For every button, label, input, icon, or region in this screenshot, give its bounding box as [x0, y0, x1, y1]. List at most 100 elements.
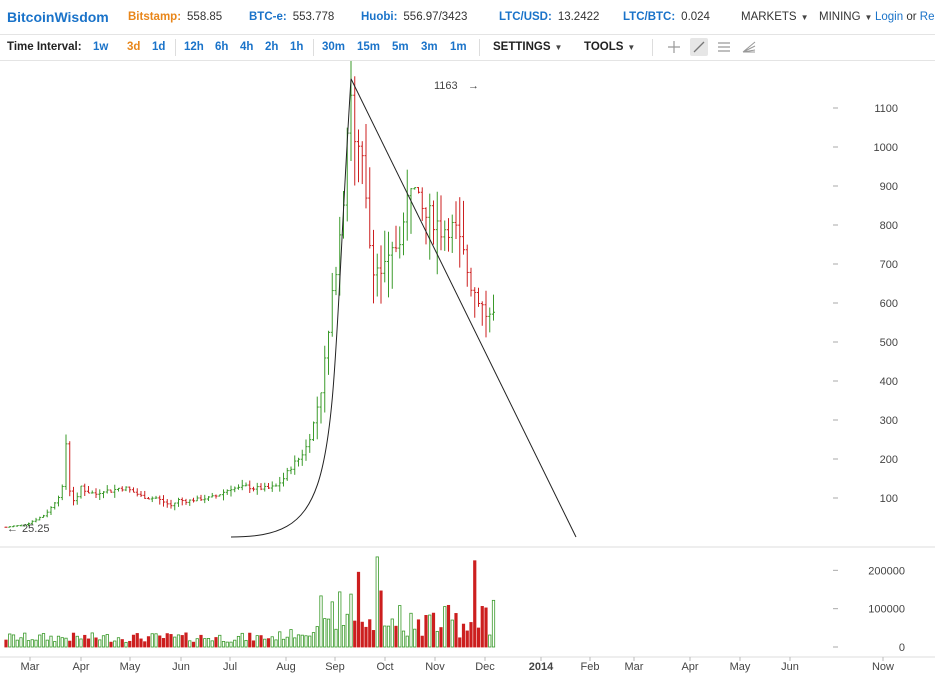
price-tick-label: 900 — [880, 181, 898, 193]
mining-menu[interactable]: MINING ▼ — [819, 11, 872, 23]
volume-bar — [191, 641, 196, 648]
volume-bar — [338, 591, 342, 648]
divider — [479, 39, 480, 56]
register-link[interactable]: Reg — [919, 11, 935, 23]
volume-bar — [210, 640, 214, 648]
volume-bar — [79, 638, 83, 648]
tools-label: TOOLS — [584, 41, 624, 53]
volume-bar — [409, 612, 413, 648]
interval-6h[interactable]: 6h — [215, 41, 229, 53]
volume-bar — [94, 637, 98, 648]
interval-15m[interactable]: 15m — [357, 41, 381, 53]
volume-bar — [443, 606, 447, 648]
time-tick-label: Jul — [223, 661, 237, 673]
tools-menu[interactable]: TOOLS ▼ — [584, 41, 635, 53]
interval-3d[interactable]: 3d — [127, 41, 141, 53]
crosshair-icon[interactable] — [665, 38, 683, 56]
ticker-btce[interactable]: BTC-e: 553.778 — [249, 11, 334, 23]
trendline-icon[interactable] — [690, 38, 708, 56]
ticker-value: 558.85 — [187, 11, 223, 23]
volume-bar — [161, 638, 166, 648]
fan-lines-icon[interactable] — [740, 38, 758, 56]
volume-bar — [113, 640, 117, 648]
volume-bar — [165, 633, 169, 648]
ticker-exchange: BTC-e: — [249, 11, 287, 23]
volume-bar — [4, 639, 8, 648]
markets-menu[interactable]: MARKETS ▼ — [741, 11, 809, 23]
ticker-bitstamp[interactable]: Bitstamp: 558.85 — [128, 11, 222, 23]
volume-bar — [413, 628, 417, 648]
volume-bar — [169, 634, 173, 648]
volume-bar — [184, 632, 188, 648]
trendline[interactable] — [350, 78, 577, 538]
volume-bar — [263, 638, 267, 648]
price-tick-label: 300 — [880, 415, 898, 427]
volume-bar — [439, 627, 443, 648]
auth-links: Login or Reg — [875, 11, 935, 23]
volume-bar — [101, 635, 106, 648]
volume-bar — [416, 619, 421, 648]
volume-bar — [128, 640, 132, 648]
horizontal-lines-icon[interactable] — [715, 38, 733, 56]
price-tick-label: 1100 — [874, 103, 898, 115]
volume-bar — [199, 634, 203, 648]
volume-bar — [244, 639, 248, 648]
candlesticks — [4, 61, 495, 528]
volume-bar — [424, 615, 428, 648]
volume-bar — [311, 632, 316, 648]
volume-bar — [150, 633, 154, 648]
ticker-ltc-btc[interactable]: LTC/BTC: 0.024 — [623, 11, 710, 23]
volume-axis: 0 100000 200000 — [833, 565, 905, 654]
interval-12h[interactable]: 12h — [184, 41, 204, 53]
volume-bar — [248, 632, 252, 648]
interval-1w[interactable]: 1w — [93, 41, 109, 53]
chevron-down-icon: ▼ — [627, 43, 636, 52]
interval-4h[interactable]: 4h — [240, 41, 254, 53]
volume-bar — [308, 635, 312, 648]
crosshair-glyph — [668, 41, 680, 53]
login-link[interactable]: Login — [875, 11, 904, 23]
chart-toolbar: Time Interval: 1w 3d 1d 12h 6h 4h 2h 1h … — [0, 35, 935, 61]
volume-bar — [195, 638, 199, 648]
ticker-huobi[interactable]: Huobi: 556.97/3423 — [361, 11, 467, 23]
interval-1h[interactable]: 1h — [290, 41, 304, 53]
interval-1m[interactable]: 1m — [450, 41, 467, 53]
volume-bar — [49, 635, 53, 648]
price-chart[interactable]: 100 200 300 400 500 600 700 800 900 1000 1100 0 100… — [0, 61, 935, 675]
price-tick-label: 600 — [880, 298, 898, 310]
time-tick-label: Dec — [475, 661, 495, 673]
interval-3m[interactable]: 3m — [421, 41, 438, 53]
volume-bar — [349, 593, 353, 648]
interval-30m[interactable]: 30m — [322, 41, 346, 53]
volume-tick-label: 100000 — [868, 604, 905, 616]
volume-bar — [41, 633, 46, 648]
or-text: or — [906, 11, 917, 23]
settings-menu[interactable]: SETTINGS ▼ — [493, 41, 562, 53]
volume-bar — [465, 630, 469, 648]
volume-bar — [176, 634, 181, 648]
volume-bar — [285, 636, 289, 648]
markets-label: MARKETS — [741, 11, 797, 23]
parabolic-curve[interactable] — [230, 78, 352, 538]
ticker-ltc-usd[interactable]: LTC/USD: 13.2422 — [499, 11, 599, 23]
logo[interactable]: BitcoinWisdom — [7, 9, 109, 25]
volume-bar — [379, 590, 383, 648]
time-interval-label: Time Interval: — [7, 41, 82, 53]
volume-bar — [19, 637, 23, 648]
interval-1d[interactable]: 1d — [152, 41, 166, 53]
volume-bar — [90, 632, 94, 648]
interval-2h[interactable]: 2h — [265, 41, 279, 53]
volume-bar — [45, 639, 49, 648]
ticker-exchange: Huobi: — [361, 11, 398, 23]
volume-bar — [64, 637, 68, 648]
volume-bar — [23, 632, 27, 648]
price-axis: 100 200 300 400 500 600 700 800 900 1000 1100 — [833, 103, 898, 505]
time-tick-label: Jun — [781, 661, 799, 673]
volume-bar — [476, 627, 481, 648]
volume-bar — [15, 639, 19, 648]
volume-bar — [116, 637, 121, 648]
interval-5m[interactable]: 5m — [392, 41, 409, 53]
chevron-down-icon: ▼ — [554, 43, 563, 52]
price-tick-label: 500 — [880, 337, 898, 349]
volume-bar — [368, 619, 372, 648]
